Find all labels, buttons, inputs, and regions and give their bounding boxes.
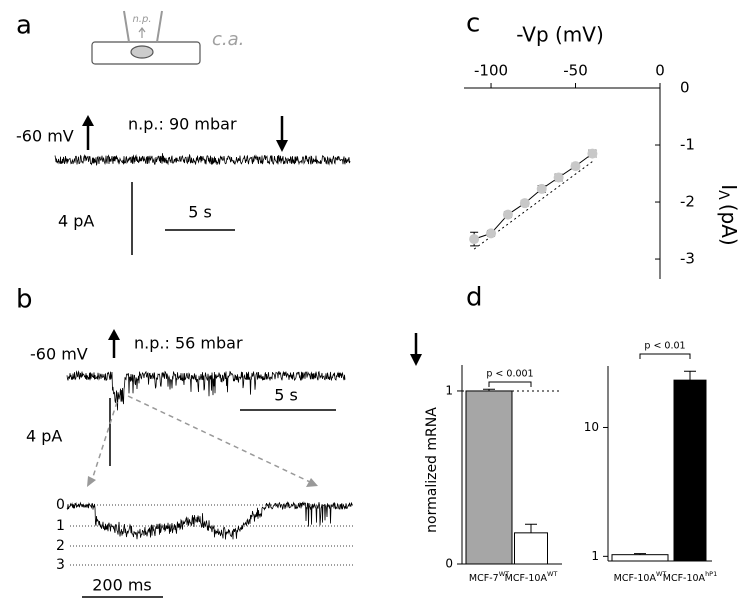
holding-label: -60 mV (16, 127, 74, 146)
zoom-arrowheads (87, 476, 318, 487)
y-tick-label: 10 (584, 420, 599, 434)
x-tick-label: -50 (563, 62, 588, 80)
y-label-sub: Λ (715, 190, 731, 200)
category-superscript: hP1 (705, 570, 717, 578)
x-tick-label: MCF-10AWT (614, 570, 667, 584)
panel-label: d (466, 283, 483, 313)
point (469, 234, 480, 245)
bar (611, 554, 669, 562)
bar (465, 390, 513, 565)
point (502, 209, 513, 220)
pressure-label: n.p.: 90 mbar (128, 115, 237, 134)
x-tick-label: -100 (474, 62, 508, 80)
cell-diagram (91, 10, 201, 65)
x-axis-label: -Vp (mV) (516, 23, 604, 47)
point (587, 148, 598, 159)
point (553, 172, 564, 183)
error-bar (634, 553, 646, 555)
error-bar (525, 523, 537, 533)
scale-time: 5 s (274, 386, 298, 405)
y-tick-label: 0 (680, 79, 690, 97)
bracket (488, 381, 532, 387)
category: MCF-10A (505, 573, 548, 584)
y-label-unit: (pA) (718, 204, 742, 246)
y-tick-label: 0 (445, 557, 453, 571)
point (519, 198, 530, 209)
scale-current: 4 pA (58, 212, 94, 231)
error-bar (684, 370, 696, 381)
category: MCF-10A (663, 573, 706, 584)
current-trace (66, 370, 346, 411)
y-tick-label: -2 (680, 193, 695, 211)
cell-label: c.a. (212, 29, 244, 50)
scale-current: 4 pA (26, 427, 62, 446)
panel-label: a (16, 11, 32, 41)
level-label: 2 (56, 538, 65, 554)
y-tick-label: -3 (680, 250, 695, 268)
category-superscript: WT (547, 570, 557, 578)
y-axis-label: IΛ (pA) (715, 184, 742, 245)
panel-label: c (466, 9, 480, 39)
x-tick-label: MCF-10AWT (505, 570, 558, 584)
error-bar (483, 388, 495, 391)
y-axis-label: normalized mRNA (424, 407, 440, 533)
panel-label: b (16, 285, 33, 315)
current-trace (54, 153, 351, 166)
level-label: 1 (56, 518, 65, 534)
point (570, 161, 581, 172)
level-label: 0 (56, 497, 65, 513)
category: MCF-7 (469, 573, 499, 584)
arrows (82, 115, 288, 152)
pipette-label: n.p. (132, 14, 151, 25)
point (536, 183, 547, 194)
bar (673, 379, 707, 562)
arrows (108, 329, 422, 366)
y-tick-label: 1 (445, 383, 453, 397)
x-tick-label: 0 (655, 62, 665, 80)
x-tick-label: MCF-7WT (469, 570, 509, 584)
scale-bars (82, 398, 336, 598)
category-superscript: WT (656, 570, 666, 578)
scale-bars (131, 182, 235, 255)
annotation: p < 0.01 (644, 341, 685, 352)
holding-label: -60 mV (30, 345, 88, 364)
zoom-trace (66, 500, 353, 540)
level-label: 3 (56, 557, 65, 573)
bar (514, 532, 548, 565)
pressure-label: n.p.: 56 mbar (134, 334, 243, 353)
bracket (639, 353, 691, 359)
scale-time: 5 s (188, 203, 212, 222)
y-label-main: I (718, 184, 742, 190)
y-tick-label: 1 (591, 549, 599, 563)
annotation: p < 0.001 (486, 369, 533, 380)
category: MCF-10A (614, 573, 657, 584)
scale-zoom-time: 200 ms (92, 576, 152, 595)
zoom-arrows (91, 395, 311, 483)
x-tick-label: MCF-10AhP1 (663, 570, 718, 584)
y-tick-label: -1 (680, 136, 695, 154)
point (486, 228, 497, 239)
category-superscript: WT (499, 570, 509, 578)
